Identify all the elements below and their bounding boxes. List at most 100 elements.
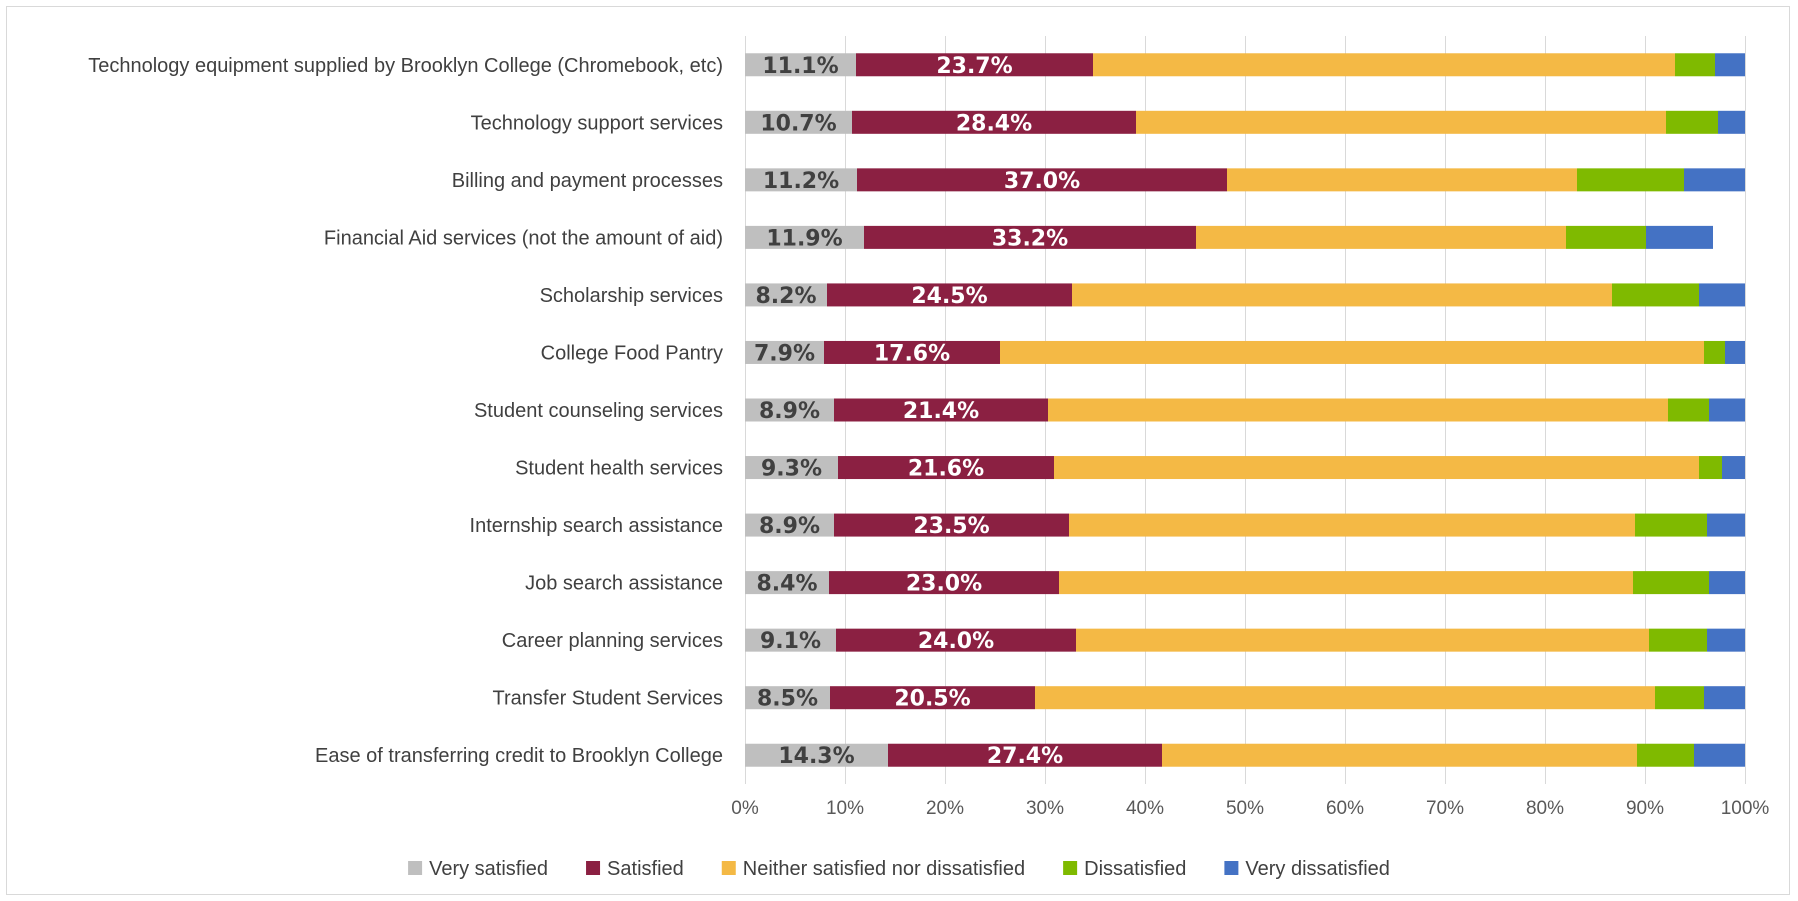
bar-segment bbox=[745, 571, 829, 595]
data-label: 23.5% bbox=[913, 514, 989, 539]
bar-segment bbox=[1675, 53, 1715, 77]
category-label: Transfer Student Services bbox=[493, 688, 723, 710]
data-label: 24.0% bbox=[918, 629, 994, 654]
category-label: Technology support services bbox=[471, 112, 723, 134]
legend: Very satisfied Satisfied Neither satisfied… bbox=[408, 858, 1390, 880]
data-label: 17.6% bbox=[874, 341, 950, 366]
bar-segment bbox=[1666, 110, 1718, 134]
bar-segment bbox=[857, 168, 1227, 192]
bar-segment bbox=[745, 686, 830, 710]
legend-label: Very dissatisfied bbox=[1245, 858, 1390, 880]
bar-segment bbox=[1136, 110, 1666, 134]
bar-segment bbox=[1196, 225, 1566, 249]
category-label: Financial Aid services (not the amount o… bbox=[324, 227, 723, 249]
bar-segment bbox=[1704, 340, 1725, 364]
data-label: 23.7% bbox=[936, 54, 1012, 79]
category-label: College Food Pantry bbox=[541, 342, 723, 364]
data-label: 11.9% bbox=[766, 226, 842, 251]
bar-segment bbox=[745, 513, 834, 537]
bar-segment bbox=[1694, 743, 1745, 767]
x-tick-label: 0% bbox=[731, 798, 759, 819]
bars bbox=[745, 53, 1745, 767]
x-axis-ticks: 0% 10% 20% 30% 40% 50% 60% 70% 80% 90% 100% bbox=[731, 798, 1769, 819]
legend-swatch bbox=[408, 861, 423, 875]
x-tick-label: 70% bbox=[1426, 798, 1464, 819]
bar-segment bbox=[745, 110, 852, 134]
x-tick-label: 30% bbox=[1026, 798, 1064, 819]
bar-segment bbox=[1162, 743, 1637, 767]
bar-segment bbox=[829, 571, 1059, 595]
bar-segment bbox=[1093, 53, 1675, 77]
x-tick-label: 90% bbox=[1626, 798, 1664, 819]
category-label: Billing and payment processes bbox=[452, 170, 723, 192]
x-tick-label: 50% bbox=[1226, 798, 1264, 819]
bar-segment bbox=[888, 743, 1162, 767]
bar-segment bbox=[1704, 686, 1745, 710]
legend-swatch bbox=[1063, 861, 1078, 875]
category-labels: Technology equipment supplied by Brookly… bbox=[88, 55, 723, 767]
data-label: 24.5% bbox=[911, 284, 987, 309]
x-tick-label: 20% bbox=[926, 798, 964, 819]
bar-segment bbox=[1699, 456, 1722, 480]
bar-segment bbox=[1699, 283, 1745, 307]
bar-segment bbox=[1072, 283, 1612, 307]
legend-swatch bbox=[1224, 861, 1239, 875]
data-label: 8.4% bbox=[756, 572, 817, 597]
data-label: 27.4% bbox=[987, 744, 1063, 769]
bar-segment bbox=[1709, 571, 1745, 595]
category-label: Technology equipment supplied by Brookly… bbox=[88, 55, 723, 77]
data-label: 20.5% bbox=[894, 687, 970, 712]
category-label: Ease of transferring credit to Brooklyn … bbox=[315, 745, 723, 767]
bar-segment bbox=[745, 743, 888, 767]
bar-segment bbox=[1646, 225, 1713, 249]
legend-label: Dissatisfied bbox=[1084, 858, 1186, 880]
legend-label: Satisfied bbox=[607, 858, 684, 880]
bar-segment bbox=[745, 398, 834, 422]
data-label: 21.6% bbox=[908, 457, 984, 482]
bar-segment bbox=[1612, 283, 1699, 307]
data-label: 9.1% bbox=[760, 629, 821, 654]
bar-segment bbox=[852, 110, 1136, 134]
data-label: 9.3% bbox=[761, 457, 822, 482]
bar-segment bbox=[834, 513, 1069, 537]
bar-segment bbox=[834, 398, 1048, 422]
legend-swatch bbox=[721, 861, 736, 875]
category-label: Career planning services bbox=[502, 630, 723, 652]
bar-segment bbox=[1709, 398, 1745, 422]
bar-segment bbox=[838, 456, 1054, 480]
category-label: Scholarship services bbox=[540, 285, 723, 307]
bar-segment bbox=[1715, 53, 1745, 77]
data-label: 8.9% bbox=[759, 399, 820, 424]
bar-segment bbox=[1076, 628, 1649, 652]
bar-segment bbox=[827, 283, 1072, 307]
x-tick-label: 60% bbox=[1326, 798, 1364, 819]
bar-segment bbox=[1035, 686, 1655, 710]
bar-segment bbox=[745, 283, 827, 307]
bar-segment bbox=[1668, 398, 1709, 422]
category-label: Student health services bbox=[515, 458, 723, 480]
bar-segment bbox=[745, 168, 857, 192]
bar-segment bbox=[856, 53, 1093, 77]
data-labels: 11.1% 23.7% 10.7% 28.4% 11.2% 37.0% 11.9% 33.2%… bbox=[754, 54, 1080, 769]
bar-segment bbox=[1566, 225, 1646, 249]
data-label: 14.3% bbox=[778, 744, 854, 769]
category-label: Internship search assistance bbox=[470, 515, 723, 537]
bar-segment bbox=[1655, 686, 1704, 710]
bar-segment bbox=[1707, 513, 1745, 537]
bar-segment bbox=[1722, 456, 1745, 480]
bar-segment bbox=[830, 686, 1035, 710]
bar-segment bbox=[745, 456, 838, 480]
legend-label: Very satisfied bbox=[429, 858, 548, 880]
data-label: 33.2% bbox=[992, 226, 1068, 251]
bar-segment bbox=[1633, 571, 1709, 595]
bar-segment bbox=[1227, 168, 1577, 192]
bar-segment bbox=[1048, 398, 1668, 422]
bar-segment bbox=[1725, 340, 1745, 364]
bar-segment bbox=[1059, 571, 1633, 595]
legend-label: Neither satisfied nor dissatisfied bbox=[743, 858, 1025, 880]
bar-segment bbox=[824, 340, 1000, 364]
bar-segment bbox=[745, 628, 836, 652]
x-tick-label: 100% bbox=[1721, 798, 1770, 819]
x-tick-label: 40% bbox=[1126, 798, 1164, 819]
